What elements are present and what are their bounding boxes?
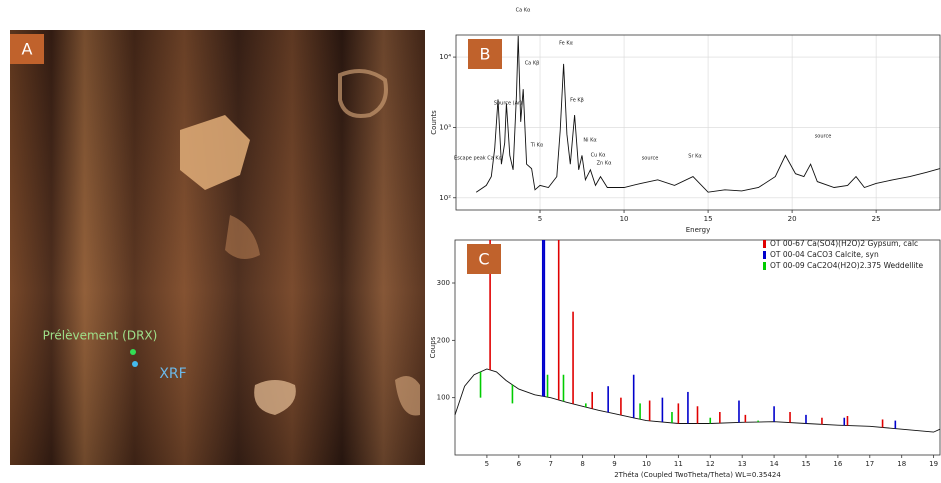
peak-annotation: source (642, 156, 659, 162)
y-axis-label: Coups (429, 336, 437, 358)
photo: Prélèvement (DRX) XRF A (10, 30, 425, 465)
peak-annotation: Ni Kα (583, 138, 597, 144)
x-tick-label: 5 (538, 215, 542, 223)
x-tick-label: 18 (897, 460, 906, 468)
x-tick-label: 9 (612, 460, 616, 468)
x-tick-label: 5 (485, 460, 489, 468)
y-axis-label: Counts (430, 110, 438, 135)
x-tick-label: 15 (802, 460, 811, 468)
x-tick-label: 15 (704, 215, 713, 223)
legend-label: OT 00-09 CaC2O4(H2O)2.375 Weddellite (770, 261, 924, 270)
y-tick-label: 10⁴ (439, 53, 451, 61)
x-tick-label: 6 (517, 460, 522, 468)
x-tick-label: 8 (580, 460, 584, 468)
peak-annotation: Ti Kα (530, 143, 544, 149)
x-tick-label: 12 (706, 460, 715, 468)
peak-annotation: Cu Kα (591, 153, 607, 159)
y-tick-label: 10² (439, 194, 451, 202)
figure: Prélèvement (DRX) XRF A 5 10 15 20 25 10² 10³ 1… (0, 0, 941, 483)
x-tick-label: 13 (738, 460, 747, 468)
x-tick-label: 10 (620, 215, 629, 223)
peak-annotation: Ca Kα (516, 8, 531, 14)
xrf-spectrum: 5 10 15 20 25 10² 10³ 10⁴ Energy Counts Escape pea… (430, 8, 940, 235)
xrd-pattern: 5 6 7 8 9 10 11 12 13 14 15 16 17 18 19 100 200 300 2Théta… (429, 239, 940, 479)
peak-annotation: Fe Kα (559, 41, 574, 47)
legend-swatch (763, 240, 766, 248)
x-tick-label: 16 (833, 460, 842, 468)
peak-annotation: Zn Kα (597, 161, 612, 167)
legend-swatch (763, 262, 766, 270)
y-tick-label: 10³ (439, 123, 451, 131)
xrf-label: XRF (159, 366, 186, 382)
y-tick-label: 100 (437, 394, 450, 402)
peak-annotation: Escape peak Ca Kα (454, 156, 503, 162)
peak-annotation: source (815, 134, 832, 140)
y-tick-label: 200 (437, 336, 450, 344)
x-tick-label: 11 (674, 460, 683, 468)
x-tick-label: 19 (929, 460, 938, 468)
peak-annotation: Ca Kβ (525, 61, 540, 67)
x-tick-label: 14 (770, 460, 779, 468)
legend-label: OT 00-67 Ca(SO4)(H2O)2 Gypsum, calc (770, 239, 918, 248)
x-tick-label: 7 (548, 460, 552, 468)
peak-annotation: Sr Kα (688, 154, 702, 160)
x-tick-label: 17 (865, 460, 874, 468)
x-tick-label: 20 (788, 215, 797, 223)
panel-label: A (22, 40, 33, 59)
legend-swatch (763, 251, 766, 259)
panel-label: C (478, 250, 489, 269)
panel-label: B (480, 45, 491, 64)
legend-label: OT 00-04 CaCO3 Calcite, syn (770, 250, 879, 259)
x-tick-label: 10 (642, 460, 651, 468)
sample-label: Prélèvement (DRX) (43, 329, 158, 343)
peak-annotation: Fe Kβ (570, 98, 584, 104)
x-axis-label: 2Théta (Coupled TwoTheta/Theta) WL=0.354… (614, 471, 781, 479)
peak-annotation: Source (Ar) (494, 101, 522, 107)
x-tick-label: 25 (872, 215, 881, 223)
x-axis-label: Energy (686, 226, 711, 234)
y-tick-label: 300 (437, 279, 450, 287)
